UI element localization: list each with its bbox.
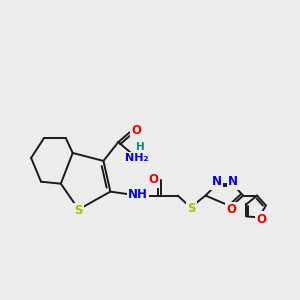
Text: O: O [226, 203, 236, 216]
Text: N: N [228, 175, 238, 188]
Text: O: O [131, 124, 141, 137]
Text: NH: NH [128, 188, 148, 201]
Text: O: O [148, 173, 158, 186]
Text: NH₂: NH₂ [125, 153, 149, 163]
Text: N: N [212, 175, 221, 188]
Text: S: S [188, 202, 196, 215]
Text: S: S [74, 204, 83, 217]
Text: O: O [256, 213, 266, 226]
Text: H: H [136, 142, 145, 152]
